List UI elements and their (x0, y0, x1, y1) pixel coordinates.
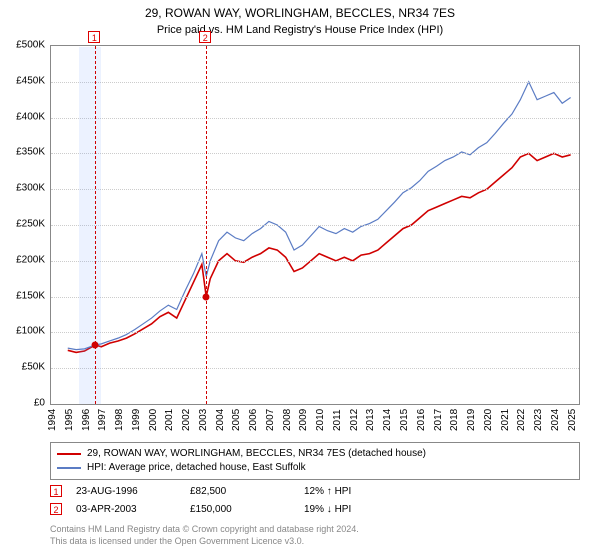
y-axis-label: £400K (16, 111, 45, 122)
estimate-band (79, 47, 101, 404)
x-axis-label: 2012 (349, 409, 360, 431)
x-axis-label: 2020 (483, 409, 494, 431)
x-axis-label: 2015 (399, 409, 410, 431)
transaction-price: £150,000 (190, 504, 290, 515)
x-axis-label: 2010 (315, 409, 326, 431)
footer-line: Contains HM Land Registry data © Crown c… (50, 524, 580, 536)
x-axis-label: 2022 (516, 409, 527, 431)
event-vline (206, 46, 207, 404)
transaction-date: 03-APR-2003 (76, 504, 176, 515)
footer-line: This data is licensed under the Open Gov… (50, 536, 580, 548)
y-axis-label: £50K (22, 362, 45, 373)
transaction-price: £82,500 (190, 486, 290, 497)
y-axis-label: £0 (34, 398, 45, 409)
chart-title: 29, ROWAN WAY, WORLINGHAM, BECCLES, NR34… (0, 0, 600, 22)
y-axis-label: £350K (16, 147, 45, 158)
transaction-marker-icon: 2 (50, 503, 62, 515)
event-vline (95, 46, 96, 404)
legend-label: 29, ROWAN WAY, WORLINGHAM, BECCLES, NR34… (87, 447, 426, 461)
legend-label: HPI: Average price, detached house, East… (87, 461, 306, 475)
x-axis-label: 2025 (567, 409, 578, 431)
y-axis-label: £300K (16, 183, 45, 194)
transaction-marker-icon: 1 (50, 485, 62, 497)
x-axis-label: 2013 (365, 409, 376, 431)
x-axis-label: 2016 (416, 409, 427, 431)
transaction-delta: 12% ↑ HPI (304, 486, 404, 497)
x-axis-label: 2011 (332, 409, 343, 431)
data-point (92, 341, 99, 348)
x-axis-label: 2005 (231, 409, 242, 431)
x-axis-label: 1998 (114, 409, 125, 431)
series-hpi (68, 82, 571, 350)
transaction-row: 2 03-APR-2003 £150,000 19% ↓ HPI (50, 500, 580, 518)
x-axis-label: 1994 (47, 409, 58, 431)
legend-item-property: 29, ROWAN WAY, WORLINGHAM, BECCLES, NR34… (57, 447, 573, 461)
legend-item-hpi: HPI: Average price, detached house, East… (57, 461, 573, 475)
x-axis-label: 2004 (215, 409, 226, 431)
x-axis-label: 2008 (282, 409, 293, 431)
footer: Contains HM Land Registry data © Crown c… (50, 524, 580, 547)
x-axis-label: 1999 (131, 409, 142, 431)
y-axis-label: £200K (16, 254, 45, 265)
event-marker-icon: 1 (88, 31, 100, 43)
x-axis-label: 2017 (433, 409, 444, 431)
x-axis-label: 2002 (181, 409, 192, 431)
x-axis-label: 2007 (265, 409, 276, 431)
y-axis-label: £450K (16, 75, 45, 86)
chart-area: £0£50K£100K£150K£200K£250K£300K£350K£400… (50, 45, 580, 405)
x-axis-label: 2009 (298, 409, 309, 431)
x-axis-label: 2006 (248, 409, 259, 431)
transaction-date: 23-AUG-1996 (76, 486, 176, 497)
x-axis-label: 1996 (81, 409, 92, 431)
transaction-delta: 19% ↓ HPI (304, 504, 404, 515)
y-axis-label: £150K (16, 290, 45, 301)
x-axis-label: 2001 (164, 409, 175, 431)
x-axis-label: 2024 (550, 409, 561, 431)
x-axis-label: 1995 (64, 409, 75, 431)
series-property (68, 153, 571, 352)
y-axis-label: £500K (16, 40, 45, 51)
x-axis-label: 2003 (198, 409, 209, 431)
x-axis-label: 1997 (97, 409, 108, 431)
data-point (203, 293, 210, 300)
x-axis-label: 2019 (466, 409, 477, 431)
x-axis-label: 2018 (449, 409, 460, 431)
y-axis-label: £250K (16, 219, 45, 230)
plot-region (50, 45, 580, 405)
x-axis-label: 2021 (500, 409, 511, 431)
x-axis-label: 2023 (533, 409, 544, 431)
x-axis-label: 2014 (382, 409, 393, 431)
legend-swatch (57, 467, 81, 469)
x-axis-label: 2000 (148, 409, 159, 431)
transaction-rows: 1 23-AUG-1996 £82,500 12% ↑ HPI 2 03-APR… (50, 482, 580, 518)
y-axis-label: £100K (16, 326, 45, 337)
transaction-row: 1 23-AUG-1996 £82,500 12% ↑ HPI (50, 482, 580, 500)
event-marker-icon: 2 (199, 31, 211, 43)
legend-swatch (57, 453, 81, 455)
legend: 29, ROWAN WAY, WORLINGHAM, BECCLES, NR34… (50, 442, 580, 480)
